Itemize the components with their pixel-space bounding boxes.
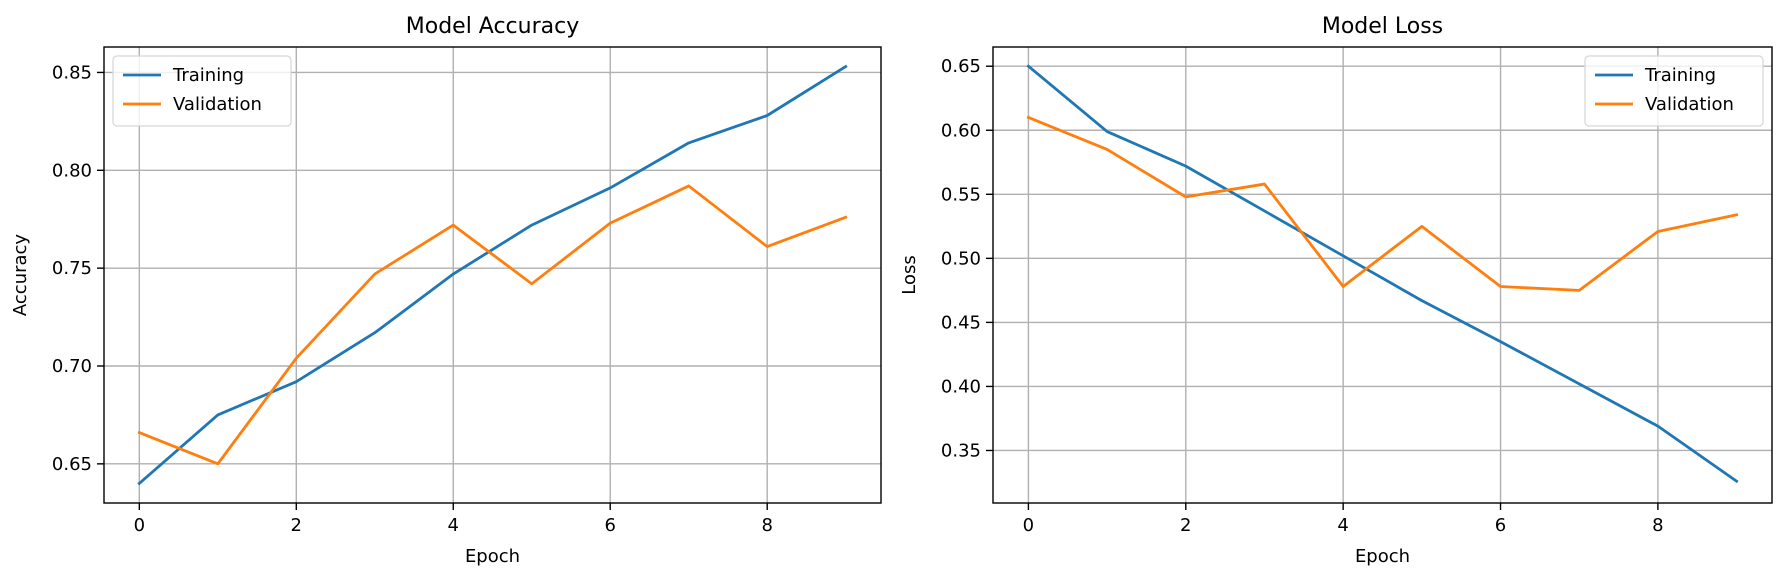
legend-label-training: Training [1644,65,1716,86]
x-tick-label: 8 [1652,515,1663,536]
y-axis-label: Accuracy [10,234,31,317]
series-line-validation [137,184,848,466]
x-axis-label: Epoch [465,546,520,567]
y-tick-label: 0.80 [52,160,92,181]
loss-chart: 0 2 4 6 8 0.35 0.40 0.45 0.50 0.55 0.60 0.65 Model L… [899,14,1773,567]
legend: Training Validation [1584,55,1764,127]
y-tick-label: 0.75 [52,258,92,279]
legend-label-validation: Validation [173,94,262,115]
x-tick-label: 2 [1180,515,1191,536]
accuracy-chart: 0 2 4 6 8 0.65 0.70 0.75 0.80 0.85 Model Accuracy E… [10,14,882,567]
x-tick-label: 0 [134,515,145,536]
series-line-validation [1026,115,1739,292]
y-tick-label: 0.50 [941,248,981,269]
y-tick-label: 0.60 [941,120,981,141]
plot-frame [992,46,1773,504]
x-axis-label: Epoch [1355,546,1410,567]
x-tick-label: 0 [1023,515,1034,536]
chart-title: Model Accuracy [406,14,580,39]
legend-label-validation: Validation [1645,94,1734,115]
y-tick-label: 0.40 [941,376,981,397]
series-line-training [1026,64,1739,484]
y-tick-label: 0.65 [941,56,981,77]
x-tick-label: 8 [761,515,772,536]
x-tick-label: 2 [291,515,302,536]
x-tick-label: 6 [605,515,616,536]
y-tick-label: 0.85 [52,62,92,83]
legend-box [112,55,292,127]
legend-box [1584,55,1764,127]
y-tick-label: 0.70 [52,356,92,377]
x-tick-label: 4 [1337,515,1348,536]
x-tick-label: 4 [448,515,459,536]
legend: Training Validation [112,55,292,127]
series-line-training [137,64,848,486]
chart-title: Model Loss [1322,14,1443,39]
y-tick-label: 0.45 [941,312,981,333]
y-tick-label: 0.65 [52,454,92,475]
y-tick-label: 0.55 [941,184,981,205]
y-tick-label: 0.35 [941,440,981,461]
x-tick-label: 6 [1495,515,1506,536]
legend-label-training: Training [172,65,244,86]
plot-frame [103,46,882,504]
y-axis-label: Loss [899,255,920,294]
